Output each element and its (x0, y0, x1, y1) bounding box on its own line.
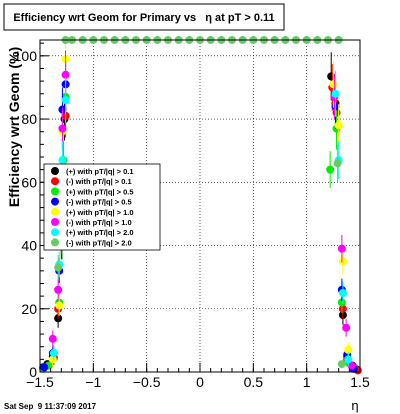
data-point (337, 244, 346, 253)
data-point (54, 285, 63, 294)
y-tick-label: 20 (21, 301, 37, 317)
grid-lines (40, 40, 360, 372)
y-tick-label: 100 (14, 48, 38, 64)
data-point (61, 96, 70, 105)
x-tick-label: −1 (85, 374, 101, 390)
data-point (331, 89, 340, 98)
title-box: Efficiency wrt Geom for Primary vs η at … (3, 3, 285, 31)
legend-marker (51, 197, 59, 206)
legend-label: (-) with pT/|q| > 1.0 (66, 218, 132, 227)
x-tick-label: 1 (303, 374, 311, 390)
data-point (338, 257, 347, 266)
legend-label: (-) with pT/|q| > 0.5 (66, 198, 132, 207)
x-tick-label: 0 (196, 374, 204, 390)
data-point (344, 345, 353, 354)
data-point (334, 121, 343, 130)
x-tick-label: −0.5 (133, 374, 161, 390)
data-point (48, 355, 57, 364)
legend-label: (+) with pT/|q| > 1.0 (66, 208, 134, 217)
legend-label: (-) with pT/|q| > 0.1 (66, 177, 132, 186)
legend-marker (51, 207, 59, 216)
data-point (326, 165, 335, 174)
data-point (49, 349, 58, 358)
legend-marker (51, 177, 59, 186)
data-point (337, 298, 346, 307)
legend-label: (+) with pT/|q| > 0.1 (66, 167, 134, 176)
data-point (48, 334, 57, 343)
y-axis-label: Efficiency wrt Geom (%) (6, 47, 22, 207)
legend-marker (51, 187, 59, 196)
x-axis-label: η (351, 398, 358, 413)
data-point (344, 355, 353, 364)
data-point (54, 263, 63, 272)
data-point (55, 301, 64, 310)
y-tick-label: 60 (21, 174, 37, 190)
legend-label: (+) with pT/|q| > 2.0 (66, 228, 134, 237)
footer-timestamp: Sat Sep 9 11:37:09 2017 (4, 402, 97, 411)
chart-title: Efficiency wrt Geom for Primary vs η at … (13, 12, 274, 24)
legend-marker (51, 238, 59, 247)
x-tick-label: −1.5 (26, 374, 54, 390)
y-tick-label: 40 (21, 238, 37, 254)
title-frame (3, 3, 285, 31)
data-point (329, 80, 338, 89)
legend: (+) with pT/|q| > 0.1(-) with pT/|q| > 0… (43, 163, 161, 251)
x-axis: −1.5 −1 −0.5 0 0.5 1 1.5 (26, 363, 370, 390)
data-point (338, 288, 347, 297)
legend-marker (51, 167, 59, 175)
legend-label: (-) with pT/|q| > 2.0 (66, 238, 132, 247)
data-point (338, 304, 347, 313)
x-tick-label: 0.5 (244, 374, 264, 390)
legend-frame (43, 163, 161, 251)
x-tick-label: 1.5 (350, 374, 370, 390)
data-point (337, 360, 346, 369)
data-point (347, 361, 356, 370)
legend-marker (51, 218, 59, 226)
y-tick-label: 0 (29, 364, 37, 380)
data-point (61, 70, 70, 79)
data-point (40, 363, 49, 372)
y-tick-label: 80 (21, 111, 37, 127)
data-point (342, 323, 351, 332)
data-point (58, 124, 67, 133)
data-point (58, 156, 67, 165)
y-axis: 0 20 40 60 80 100 (14, 42, 49, 380)
legend-label: (+) with pT/|q| > 0.5 (66, 187, 134, 196)
data-point (333, 159, 342, 168)
legend-marker (51, 228, 59, 237)
